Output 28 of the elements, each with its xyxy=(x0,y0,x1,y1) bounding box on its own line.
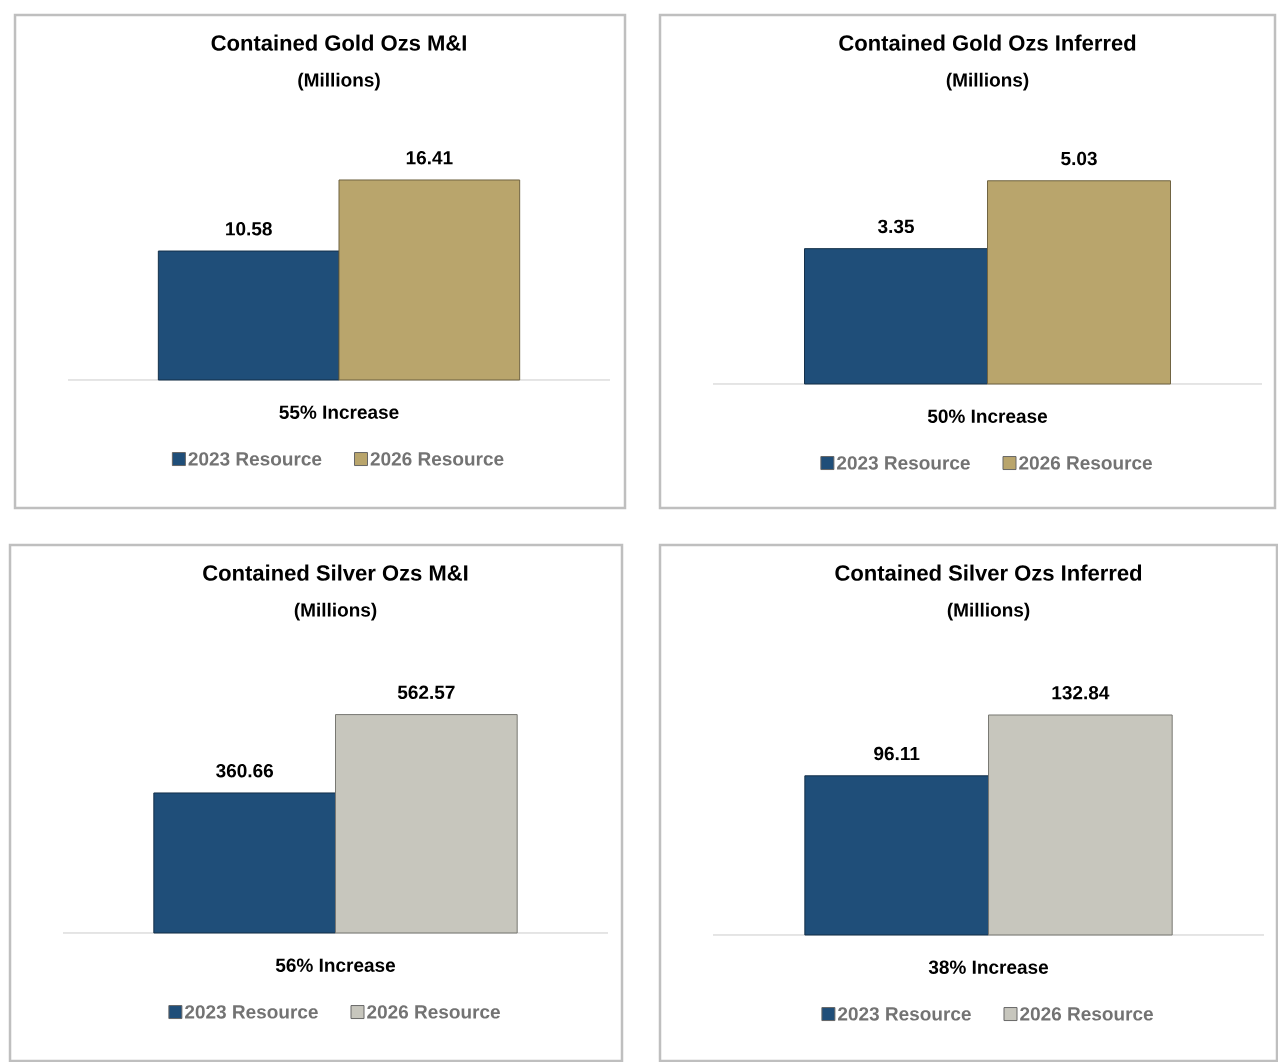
x-axis-title: 50% Increase xyxy=(927,409,1048,423)
data-label: 10.58 xyxy=(226,222,272,236)
data-label: 360.66 xyxy=(216,763,274,778)
legend-label: 2023 Resource xyxy=(837,456,970,470)
legend-label: 2026 Resource xyxy=(1020,1007,1153,1021)
x-axis-title: 38% Increase xyxy=(928,960,1049,974)
data-label: 562.57 xyxy=(397,685,455,700)
chart-title: Contained Silver Ozs Inferred xyxy=(835,564,1142,581)
chart-subtitle: (Millions) xyxy=(294,602,377,621)
x-axis-title: 55% Increase xyxy=(279,405,399,419)
chart-title: Contained Silver Ozs M&I xyxy=(203,564,468,581)
legend-label: 2026 Resource xyxy=(1019,456,1152,470)
data-label: 132.84 xyxy=(1052,685,1110,700)
data-label: 16.41 xyxy=(406,151,453,165)
legend-label: 2023 Resource xyxy=(188,452,322,466)
chart-title: Contained Gold Ozs M&I xyxy=(211,34,466,51)
legend-label: 2023 Resource xyxy=(838,1007,971,1021)
data-label: 3.35 xyxy=(877,219,914,234)
data-label: 96.11 xyxy=(874,746,920,761)
chart-subtitle: (Millions) xyxy=(946,72,1029,91)
legend-label: 2026 Resource xyxy=(370,452,504,466)
data-label: 5.03 xyxy=(1061,151,1097,166)
chart-subtitle: (Millions) xyxy=(298,72,380,91)
x-axis-title: 56% Increase xyxy=(275,958,396,972)
chart-title: Contained Gold Ozs Inferred xyxy=(839,34,1136,51)
chart-subtitle: (Millions) xyxy=(947,602,1030,621)
legend-label: 2026 Resource xyxy=(367,1005,500,1019)
legend-label: 2023 Resource xyxy=(185,1005,318,1019)
